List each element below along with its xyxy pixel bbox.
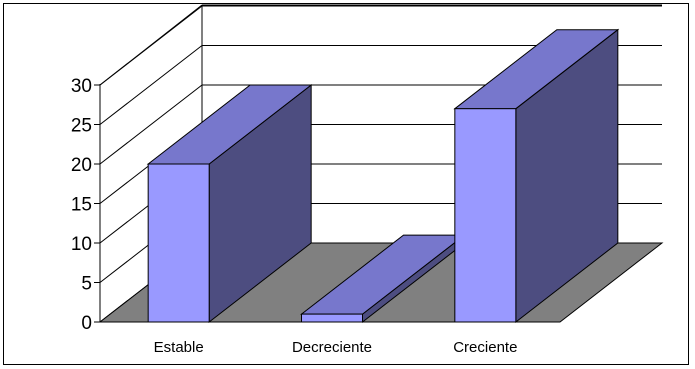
bar-front	[147, 163, 210, 323]
bar	[146, 83, 313, 324]
x-tick-label: Estable	[154, 339, 204, 356]
bar-front	[301, 313, 363, 323]
bar	[453, 28, 620, 324]
side-wall-gridline	[99, 84, 203, 165]
side-wall-gridline	[99, 4, 203, 86]
y-tick-label: 20	[71, 155, 92, 176]
x-axis: Estable Decreciente Creciente	[154, 339, 518, 356]
y-tick-label: 5	[81, 274, 92, 295]
y-tick-label: 0	[81, 313, 92, 334]
side-wall-gridline	[99, 45, 203, 125]
bar-series	[146, 28, 620, 324]
bar-front	[454, 108, 517, 323]
y-tick-label: 25	[71, 116, 92, 137]
y-tick-label: 30	[71, 76, 92, 97]
y-tick-label: 10	[71, 234, 92, 255]
y-axis: 0 5 10 15 20 25 30	[71, 76, 101, 334]
x-tick-label: Decreciente	[292, 339, 372, 356]
x-tick-label: Creciente	[453, 339, 517, 356]
y-tick-label: 15	[71, 195, 92, 216]
